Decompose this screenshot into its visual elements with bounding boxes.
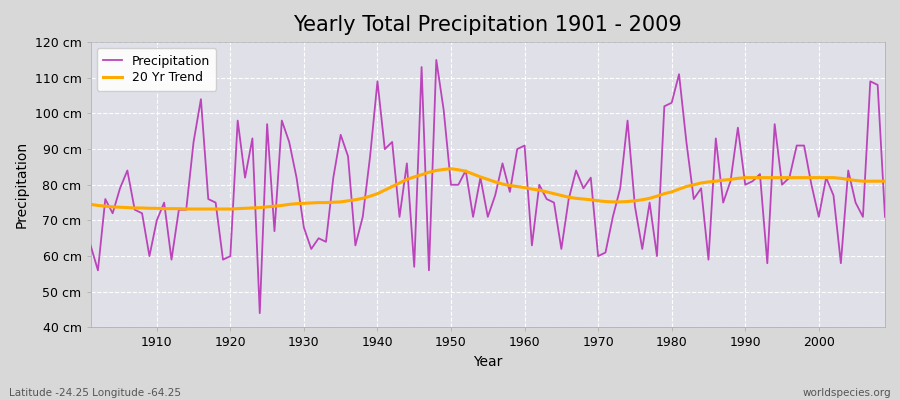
20 Yr Trend [181,207,192,212]
20 Yr Trend [446,166,456,171]
20 Yr Trend [86,202,96,207]
X-axis label: Year: Year [473,355,502,369]
Precipitation [526,243,537,248]
Text: Latitude -24.25 Longitude -64.25: Latitude -24.25 Longitude -64.25 [9,388,181,398]
Precipitation [86,243,96,248]
Title: Yearly Total Precipitation 1901 - 2009: Yearly Total Precipitation 1901 - 2009 [293,15,682,35]
20 Yr Trend [879,179,890,184]
Line: 20 Yr Trend: 20 Yr Trend [91,169,885,209]
20 Yr Trend [144,206,155,211]
20 Yr Trend [534,188,544,192]
Precipitation [622,118,633,123]
Precipitation [879,214,890,219]
20 Yr Trend [313,200,324,205]
20 Yr Trend [357,196,368,201]
Legend: Precipitation, 20 Yr Trend: Precipitation, 20 Yr Trend [97,48,216,91]
Precipitation [534,182,544,187]
20 Yr Trend [526,187,537,192]
Line: Precipitation: Precipitation [91,60,885,313]
Precipitation [144,254,155,258]
Precipitation [431,58,442,62]
Precipitation [313,236,324,241]
20 Yr Trend [622,199,633,204]
Y-axis label: Precipitation: Precipitation [15,141,29,228]
Precipitation [255,311,266,316]
Text: worldspecies.org: worldspecies.org [803,388,891,398]
Precipitation [357,214,368,219]
